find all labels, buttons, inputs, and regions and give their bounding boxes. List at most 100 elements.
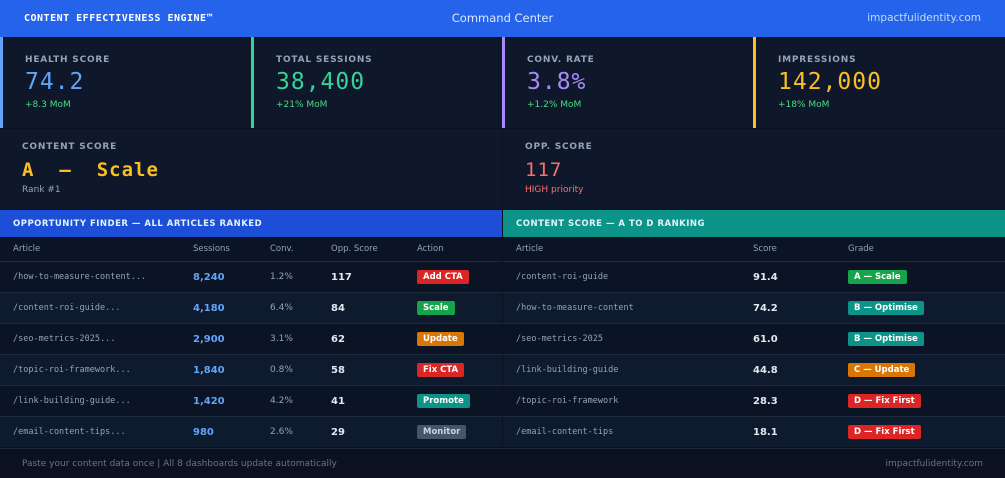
kpi-label: CONV. RATE — [527, 55, 595, 65]
opp-score-value: 41 — [331, 396, 345, 407]
table-row[interactable]: /how-to-measure-content... 8,240 1.2% 117 Ad… — [0, 261, 502, 292]
kpi-delta: +1.2% MoM — [527, 100, 582, 110]
action-badge[interactable]: Fix CTA — [417, 363, 465, 377]
score-value: 18.1 — [753, 427, 778, 438]
sessions-value: 4,180 — [193, 303, 225, 314]
article-path[interactable]: /email-content-tips... — [13, 427, 126, 437]
opp-score-value: 117 — [525, 159, 563, 181]
action-badge[interactable]: Monitor — [417, 425, 467, 439]
opp-score-value: 62 — [331, 334, 345, 345]
kpi-label: HEALTH SCORE — [25, 55, 111, 65]
content-score-separator: — — [59, 159, 72, 181]
kpi-value: 142,000 — [778, 69, 882, 95]
conv-value: 2.6% — [270, 427, 293, 437]
kpi-card-health-score: HEALTH SCORE 74.2 +8.3 MoM — [0, 37, 251, 128]
action-badge[interactable]: Promote — [417, 394, 470, 408]
article-path[interactable]: /content-roi-guide — [516, 272, 609, 282]
table-row[interactable]: /content-roi-guide... 4,180 6.4% 84 Scale — [0, 292, 502, 323]
content-score-label: CONTENT SCORE — [22, 142, 118, 152]
kpi-delta: +8.3 MoM — [25, 100, 71, 110]
conv-value: 1.2% — [270, 272, 293, 282]
score-value: 61.0 — [753, 334, 778, 345]
opp-score-value: 84 — [331, 303, 345, 314]
column-header-opp-score[interactable]: Opp. Score — [331, 244, 378, 254]
article-path[interactable]: /how-to-measure-content... — [13, 272, 147, 282]
table-row[interactable]: /content-roi-guide 91.4 A — Scale — [503, 261, 1005, 292]
content-score-grade: A — [22, 159, 35, 181]
score-value: 74.2 — [753, 303, 778, 314]
grade-badge: C — Update — [848, 363, 916, 377]
conv-value: 0.8% — [270, 365, 293, 375]
sessions-value: 2,900 — [193, 334, 225, 345]
article-path[interactable]: /seo-metrics-2025 — [516, 334, 603, 344]
table-row[interactable]: /email-content-tips... 980 2.6% 29 Monitor — [0, 416, 502, 447]
opp-score-priority: HIGH priority — [525, 185, 584, 195]
sessions-value: 1,840 — [193, 365, 225, 376]
content-score-verdict: Scale — [96, 159, 159, 181]
opp-score-card: OPP. SCORE 117 HIGH priority — [503, 129, 1005, 209]
column-header-score[interactable]: Score — [753, 244, 777, 254]
column-header-sessions[interactable]: Sessions — [193, 244, 230, 254]
article-path[interactable]: /content-roi-guide... — [13, 303, 121, 313]
article-path[interactable]: /email-content-tips — [516, 427, 614, 437]
table-row[interactable]: /link-building-guide... 1,420 4.2% 41 Promot… — [0, 385, 502, 416]
article-path[interactable]: /topic-roi-framework... — [13, 365, 131, 375]
action-badge[interactable]: Update — [417, 332, 464, 346]
article-path[interactable]: /link-building-guide... — [13, 396, 131, 406]
opp-score-value: 117 — [331, 272, 352, 283]
kpi-label: IMPRESSIONS — [778, 55, 857, 65]
table-row[interactable]: /seo-metrics-2025... 2,900 3.1% 62 Update — [0, 323, 502, 354]
column-header-action[interactable]: Action — [417, 244, 444, 254]
column-header-article[interactable]: Article — [13, 244, 41, 254]
action-badge[interactable]: Scale — [417, 301, 455, 315]
opportunity-finder-header: OPPORTUNITY FINDER — ALL ARTICLES RANKED — [0, 210, 502, 237]
article-path[interactable]: /topic-roi-framework — [516, 396, 619, 406]
grade-badge: B — Optimise — [848, 332, 924, 346]
sessions-value: 8,240 — [193, 272, 225, 283]
opp-score-label: OPP. SCORE — [525, 142, 593, 152]
column-header-grade[interactable]: Grade — [848, 244, 874, 254]
column-header-article[interactable]: Article — [516, 244, 544, 254]
footer-note: Paste your content data once | All 8 das… — [22, 459, 337, 469]
kpi-value: 38,400 — [276, 69, 366, 95]
grade-badge: D — Fix First — [848, 425, 921, 439]
table-row[interactable]: /how-to-measure-content 74.2 B — Optimise — [503, 292, 1005, 323]
conv-value: 3.1% — [270, 334, 293, 344]
site-domain[interactable]: impactfulidentity.com — [867, 12, 981, 24]
article-path[interactable]: /how-to-measure-content — [516, 303, 634, 313]
kpi-value: 74.2 — [25, 69, 85, 95]
content-ranking-header: CONTENT SCORE — A TO D RANKING — [503, 210, 1005, 237]
sessions-value: 1,420 — [193, 396, 225, 407]
opp-score-value: 29 — [331, 427, 345, 438]
opportunity-finder-panel: OPPORTUNITY FINDER — ALL ARTICLES RANKED… — [0, 210, 502, 447]
article-path[interactable]: /seo-metrics-2025... — [13, 334, 116, 344]
table-row[interactable]: /seo-metrics-2025 61.0 B — Optimise — [503, 323, 1005, 354]
content-score-rank: Rank #1 — [22, 185, 61, 195]
grade-badge: B — Optimise — [848, 301, 924, 315]
kpi-label: TOTAL SESSIONS — [276, 55, 373, 65]
article-path[interactable]: /link-building-guide — [516, 365, 619, 375]
page-title: Command Center — [451, 11, 554, 25]
action-badge[interactable]: Add CTA — [417, 270, 469, 284]
table-row[interactable]: /email-content-tips 18.1 D — Fix First — [503, 416, 1005, 447]
table-row[interactable]: /topic-roi-framework 28.3 D — Fix First — [503, 385, 1005, 416]
table-row[interactable]: /topic-roi-framework... 1,840 0.8% 58 Fix CT… — [0, 354, 502, 385]
table-row[interactable]: /link-building-guide 44.8 C — Update — [503, 354, 1005, 385]
score-value: 44.8 — [753, 365, 778, 376]
score-value: 91.4 — [753, 272, 778, 283]
content-score-card: CONTENT SCORE A — Scale Rank #1 — [0, 129, 502, 209]
footer-domain[interactable]: impactfulidentity.com — [885, 459, 983, 469]
content-ranking-panel: CONTENT SCORE — A TO D RANKING Article S… — [503, 210, 1005, 447]
footer: Paste your content data once | All 8 das… — [0, 448, 1005, 478]
opp-score-value: 58 — [331, 365, 345, 376]
opportunity-finder-title: OPPORTUNITY FINDER — ALL ARTICLES RANKED — [13, 219, 263, 229]
kpi-delta: +21% MoM — [276, 100, 328, 110]
sessions-value: 980 — [193, 427, 214, 438]
kpi-card-total-sessions: TOTAL SESSIONS 38,400 +21% MoM — [251, 37, 502, 128]
column-header-conv[interactable]: Conv. — [270, 244, 294, 254]
kpi-card-impressions: IMPRESSIONS 142,000 +18% MoM — [753, 37, 1005, 128]
grade-badge: A — Scale — [848, 270, 907, 284]
app-brand: CONTENT EFFECTIVENESS ENGINE™ — [24, 13, 214, 24]
content-score-value: A — Scale — [22, 159, 159, 181]
top-bar: CONTENT EFFECTIVENESS ENGINE™ Command Ce… — [0, 0, 1005, 37]
